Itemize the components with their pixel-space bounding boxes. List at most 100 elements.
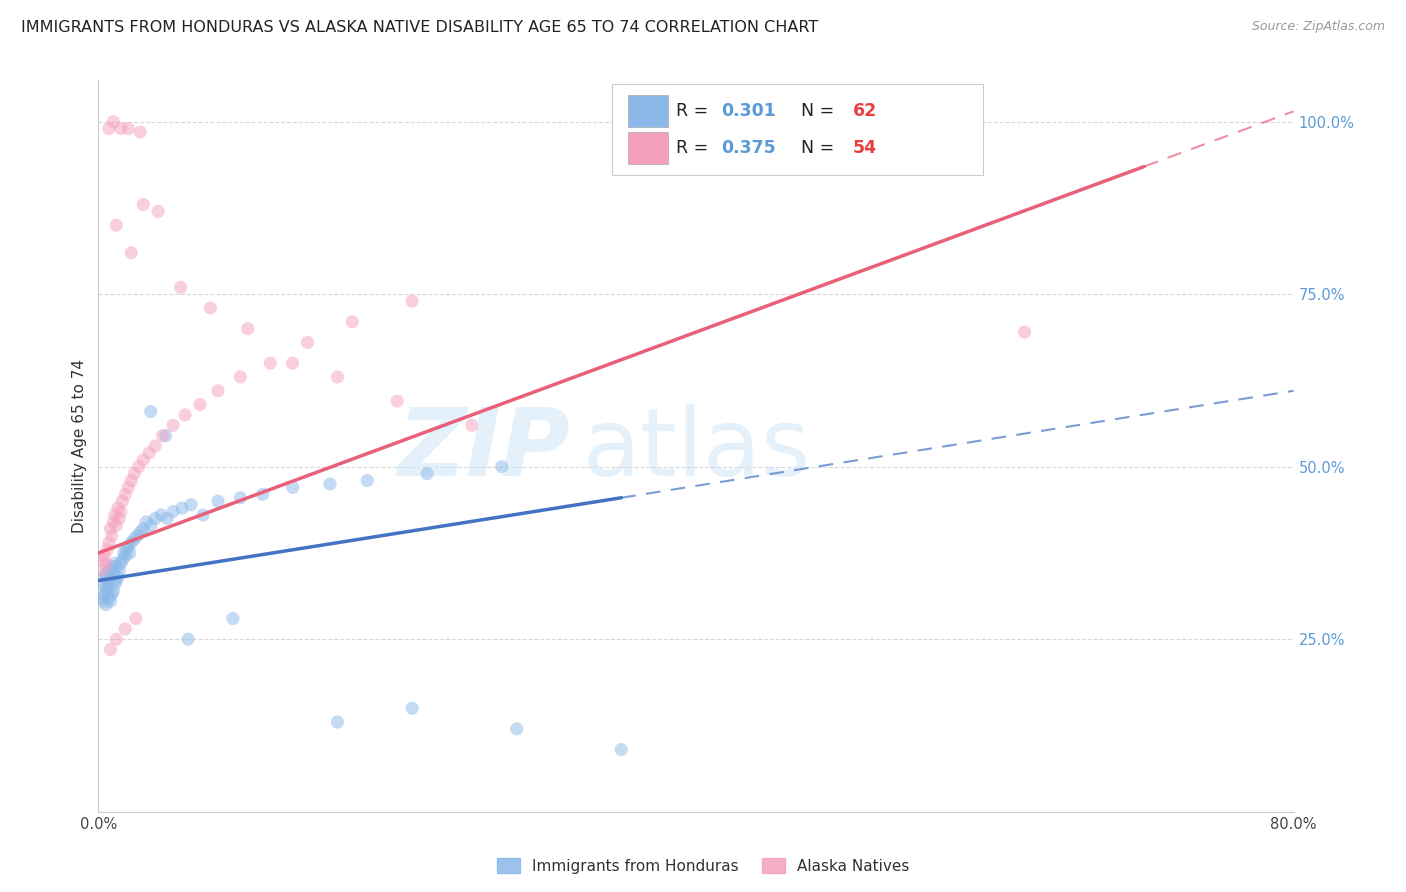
Point <box>385 394 409 409</box>
Point <box>101 559 124 574</box>
Point <box>108 563 131 577</box>
Point <box>107 501 129 516</box>
Point <box>297 335 319 350</box>
Point <box>200 301 222 315</box>
Point <box>104 557 127 571</box>
Text: 62: 62 <box>852 103 877 120</box>
Point <box>188 398 211 412</box>
Point <box>114 549 136 564</box>
Point <box>491 459 513 474</box>
Point <box>94 598 117 612</box>
Point <box>162 418 184 433</box>
Point <box>326 370 349 384</box>
Point <box>91 594 114 608</box>
Point <box>115 542 138 557</box>
Point <box>112 546 135 560</box>
Point <box>96 583 118 598</box>
Point <box>111 553 134 567</box>
Point <box>281 356 304 370</box>
Point <box>94 557 117 571</box>
Point <box>125 611 148 625</box>
Point <box>222 611 245 625</box>
Point <box>110 504 132 518</box>
Point <box>107 570 129 584</box>
Point <box>129 525 152 540</box>
Point <box>91 577 114 591</box>
Point <box>111 494 134 508</box>
FancyBboxPatch shape <box>628 132 668 164</box>
Point <box>236 321 259 335</box>
Point <box>97 563 120 577</box>
Text: 0.375: 0.375 <box>721 139 776 157</box>
Text: N =: N = <box>801 139 839 157</box>
Point <box>342 315 364 329</box>
Point <box>207 494 229 508</box>
Point <box>103 566 125 581</box>
Point <box>229 370 252 384</box>
Point <box>110 121 132 136</box>
Point <box>128 459 150 474</box>
Point <box>104 577 127 591</box>
Point <box>120 535 142 549</box>
Point <box>117 539 139 553</box>
Point <box>229 491 252 505</box>
Point <box>180 498 202 512</box>
Point <box>138 446 160 460</box>
Point <box>98 642 122 657</box>
Point <box>281 480 304 494</box>
Point <box>139 518 162 533</box>
Point <box>114 487 136 501</box>
Point <box>132 522 155 536</box>
Point <box>103 515 125 529</box>
Text: N =: N = <box>801 103 839 120</box>
Point <box>98 570 122 584</box>
Point <box>103 583 125 598</box>
Point <box>401 701 423 715</box>
Point <box>124 467 146 481</box>
Point <box>91 563 114 577</box>
Point <box>143 439 166 453</box>
Point <box>93 549 115 564</box>
Point <box>356 474 378 488</box>
Point <box>90 591 112 605</box>
Point <box>120 245 142 260</box>
Point <box>90 553 112 567</box>
Point <box>114 622 136 636</box>
Point <box>94 581 117 595</box>
Point <box>104 508 127 522</box>
Point <box>156 511 179 525</box>
Point <box>103 114 125 128</box>
Point <box>117 480 139 494</box>
Point <box>148 204 170 219</box>
Point <box>97 535 120 549</box>
Point <box>93 570 115 584</box>
Point <box>191 508 214 522</box>
Point <box>97 121 120 136</box>
Point <box>610 742 633 756</box>
Point <box>108 511 131 525</box>
Point <box>252 487 274 501</box>
Legend: Immigrants from Honduras, Alaska Natives: Immigrants from Honduras, Alaska Natives <box>491 852 915 880</box>
Point <box>177 632 200 647</box>
Point <box>416 467 439 481</box>
Point <box>152 428 174 442</box>
FancyBboxPatch shape <box>613 84 983 176</box>
Point <box>401 294 423 309</box>
Point <box>120 474 142 488</box>
Point <box>461 418 484 433</box>
FancyBboxPatch shape <box>628 95 668 128</box>
Point <box>96 542 118 557</box>
Y-axis label: Disability Age 65 to 74: Disability Age 65 to 74 <box>72 359 87 533</box>
Text: IMMIGRANTS FROM HONDURAS VS ALASKA NATIVE DISABILITY AGE 65 TO 74 CORRELATION CH: IMMIGRANTS FROM HONDURAS VS ALASKA NATIV… <box>21 20 818 35</box>
Text: ZIP: ZIP <box>398 404 571 496</box>
Point <box>94 566 117 581</box>
Point <box>326 714 349 729</box>
Point <box>169 280 191 294</box>
Text: 54: 54 <box>852 139 877 157</box>
Point <box>207 384 229 398</box>
Point <box>174 408 197 422</box>
Point <box>143 511 166 525</box>
Point <box>135 515 157 529</box>
Point <box>172 501 194 516</box>
Text: R =: R = <box>676 103 713 120</box>
